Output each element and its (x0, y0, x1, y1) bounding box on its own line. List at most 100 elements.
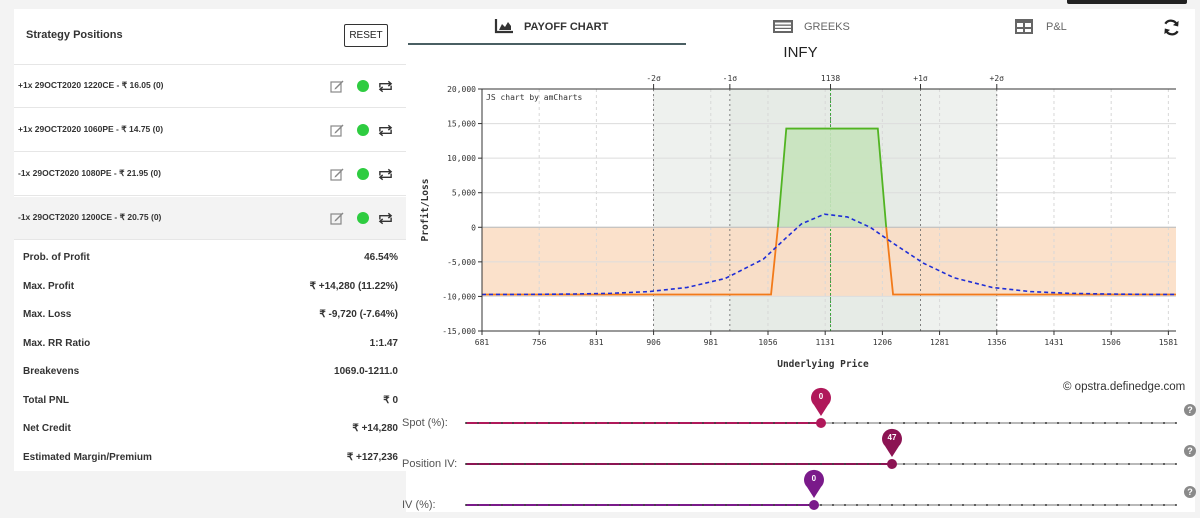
stat-row: Max. Loss ₹ -9,720 (-7.64%) (14, 300, 406, 328)
slider-tick (642, 463, 645, 465)
active-status-dot-icon[interactable] (357, 212, 369, 224)
top-axis-label: +2σ (990, 74, 1005, 83)
slider-thumb[interactable] (887, 459, 897, 469)
slider-tick (618, 463, 621, 465)
reset-button[interactable]: RESET (344, 24, 388, 47)
edit-icon[interactable] (330, 79, 344, 93)
position-row[interactable]: -1x 29OCT2020 1080PE - ₹ 21.95 (0) (14, 153, 406, 196)
stat-key: Estimated Margin/Premium (23, 451, 152, 463)
slider-fill (466, 504, 814, 506)
stat-row: Breakevens 1069.0-1211.0 (14, 357, 406, 385)
active-status-dot-icon[interactable] (357, 80, 369, 92)
slider-tick (1115, 463, 1118, 465)
tab-pnl[interactable]: P&L (1014, 9, 1094, 45)
help-icon[interactable]: ? (1184, 445, 1196, 457)
slider-tick (749, 422, 751, 424)
slider-tick (820, 504, 822, 506)
stat-key: Net Credit (23, 423, 71, 434)
position-row[interactable]: +1x 29OCT2020 1220CE - ₹ 16.05 (0) (14, 65, 406, 108)
slider-tick (1033, 504, 1035, 506)
stat-row: Total PNL ₹ 0 (14, 386, 406, 414)
slider-tick (891, 422, 893, 424)
slider-tick (772, 463, 775, 465)
stat-key: Max. Profit (23, 280, 75, 292)
slider-tick (784, 463, 787, 465)
slider-tick (1033, 422, 1035, 424)
slider-tick (950, 504, 953, 506)
slider-tick (772, 504, 775, 506)
slider-tick (902, 422, 905, 424)
slider-tick (997, 463, 1000, 465)
slider-value-pin (882, 428, 902, 457)
stat-key: Max. RR Ratio (23, 337, 91, 349)
slider-tick (950, 422, 953, 424)
slider-tick (749, 463, 751, 465)
slider-tick (465, 463, 467, 465)
tab-pnl-label: P&L (1046, 21, 1067, 33)
payoff-profit-line (777, 127, 888, 228)
help-icon[interactable]: ? (1184, 404, 1196, 416)
active-tab-indicator (408, 43, 686, 45)
slider-tick (595, 504, 598, 506)
slider-tick (902, 463, 905, 465)
swap-icon[interactable] (378, 211, 393, 226)
position-row[interactable]: -1x 29OCT2020 1200CE - ₹ 20.75 (0) (14, 197, 406, 240)
x-tick-label: 1131 (816, 338, 835, 347)
slider-tick (997, 422, 1000, 424)
edit-icon[interactable] (330, 123, 344, 137)
slider-tick (654, 422, 657, 424)
payoff-loss-right-line (885, 227, 1176, 296)
slider-tick (465, 504, 467, 506)
slider-tick (1163, 504, 1166, 506)
edit-icon[interactable] (330, 167, 344, 181)
edit-icon[interactable] (330, 211, 344, 225)
top-axis-label: -2σ (646, 74, 661, 83)
slider-tick (607, 463, 609, 465)
position-row[interactable]: +1x 29OCT2020 1060PE - ₹ 14.75 (0) (14, 109, 406, 152)
active-status-dot-icon[interactable] (357, 168, 369, 180)
refresh-icon[interactable] (1162, 18, 1181, 37)
slider-tick (855, 422, 858, 424)
slider-tick (985, 504, 988, 506)
x-tick-label: 1431 (1044, 338, 1063, 347)
slider-tick (997, 504, 1000, 506)
slider-tick (500, 422, 503, 424)
top-bar-button[interactable] (1067, 0, 1187, 4)
slider-0: Spot (%): 0? (402, 387, 1196, 436)
swap-icon[interactable] (378, 167, 393, 182)
stat-value: 1:1.47 (369, 337, 398, 349)
tab-greeks[interactable]: GREEKS (772, 9, 892, 45)
help-icon[interactable]: ? (1184, 486, 1196, 498)
x-tick-label: 981 (704, 338, 719, 347)
swap-icon[interactable] (378, 123, 393, 138)
slider-tick (678, 504, 680, 506)
slider-tick (855, 504, 858, 506)
slider-thumb[interactable] (808, 500, 819, 510)
slider-tick (607, 504, 609, 506)
tab-payoff-chart[interactable]: PAYOFF CHART (494, 9, 694, 45)
stat-value: ₹ -9,720 (-7.64%) (319, 309, 398, 320)
slider-tick (843, 463, 846, 465)
swap-icon[interactable] (378, 79, 393, 94)
slider-thumb[interactable] (816, 418, 826, 428)
slider-tick (524, 463, 527, 465)
payoff-chart[interactable]: -2σ -1σ 1138 +1σ +2σ -15,000 -10,000 -5,000 0 5,0… (406, 71, 1195, 381)
tab-payoff-label: PAYOFF CHART (524, 21, 609, 33)
stat-row: Estimated Margin/Premium ₹ +127,236 (14, 443, 406, 471)
slider-tick (1127, 422, 1130, 424)
slider-tick (500, 463, 503, 465)
x-tick-label: 831 (589, 338, 604, 347)
profit-zone (777, 128, 887, 228)
slider-tick (962, 422, 964, 424)
slider-tick (689, 504, 692, 506)
slider-tick (1092, 463, 1095, 465)
stat-value: ₹ +14,280 (352, 423, 398, 434)
active-status-dot-icon[interactable] (357, 124, 369, 136)
slider-tick (843, 504, 846, 506)
stat-value: ₹ +127,236 (346, 451, 398, 463)
x-tick-label: 1581 (1159, 338, 1178, 347)
strategy-positions-panel: Strategy Positions RESET +1x 29OCT2020 1… (14, 9, 406, 471)
slider-tick (1044, 504, 1047, 506)
slider-tick (1092, 422, 1095, 424)
stat-row: Net Credit ₹ +14,280 (14, 414, 406, 442)
